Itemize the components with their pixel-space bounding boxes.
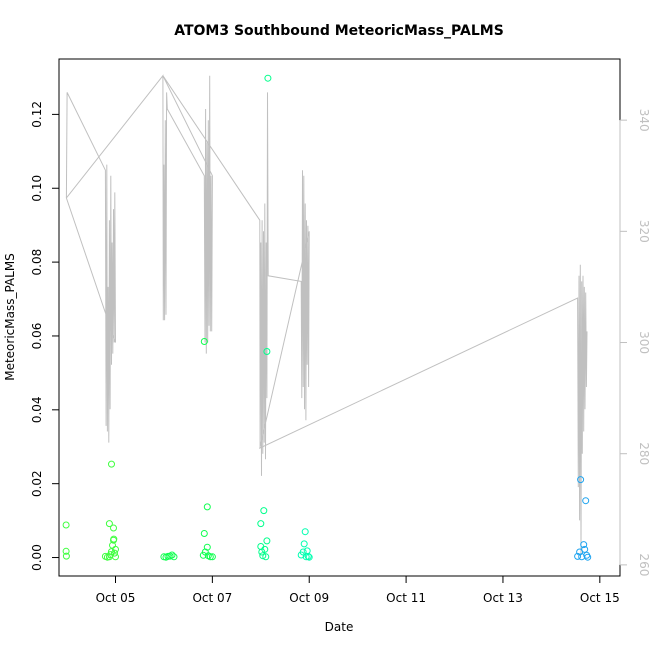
data-point	[257, 520, 265, 528]
secondary-y-tick-label: 300	[637, 331, 650, 354]
data-point	[203, 543, 211, 551]
data-point	[574, 552, 582, 560]
secondary-y-tick-label: 280	[637, 442, 650, 465]
chart-title: ATOM3 Southbound MeteoricMass_PALMS	[174, 23, 504, 39]
data-point	[580, 541, 588, 549]
data-point	[260, 507, 268, 515]
data-point	[577, 476, 585, 484]
y-tick-label: 0.00	[30, 544, 44, 571]
data-point	[584, 553, 592, 561]
x-tick-label: Oct 07	[192, 591, 232, 605]
data-point	[62, 552, 70, 560]
secondary-series-line	[65, 74, 588, 554]
data-point	[112, 545, 119, 553]
y-tick-label: 0.10	[30, 175, 44, 202]
data-point	[168, 551, 176, 559]
data-point	[262, 553, 270, 561]
data-point	[62, 521, 70, 529]
data-point	[200, 338, 208, 345]
data-point	[582, 497, 590, 505]
data-point	[200, 530, 208, 537]
data-point	[112, 553, 119, 561]
y-tick-label: 0.08	[30, 249, 44, 276]
data-point	[264, 74, 272, 82]
x-tick-label: Oct 13	[483, 591, 523, 605]
data-point	[110, 535, 118, 543]
data-point	[62, 547, 70, 555]
data-point	[208, 553, 216, 561]
y-tick-label: 0.02	[30, 470, 44, 497]
x-tick-label: Oct 09	[289, 591, 329, 605]
data-point	[303, 547, 311, 555]
y-tick-label: 0.06	[30, 323, 44, 350]
x-axis: Oct 05 Oct 07 Oct 09 Oct 11 Oct 13 Oct 15	[96, 575, 620, 605]
data-point	[305, 553, 313, 561]
x-tick-label: Oct 11	[386, 591, 426, 605]
x-tick-label: Oct 15	[580, 591, 620, 605]
secondary-y-tick-label: 340	[637, 109, 650, 132]
data-point	[206, 553, 214, 561]
data-point	[263, 348, 271, 355]
data-point	[203, 503, 211, 511]
data-point	[300, 540, 308, 548]
y-axis: 0.00 0.02 0.04 0.06 0.08 0.10 0.12	[30, 101, 60, 571]
data-point	[581, 545, 589, 553]
y-tick-label: 0.04	[30, 396, 44, 423]
data-point	[261, 545, 269, 553]
y-tick-label: 0.12	[30, 101, 44, 128]
plot-area	[62, 74, 592, 561]
data-point	[170, 553, 178, 561]
secondary-y-tick-label: 320	[637, 220, 650, 243]
secondary-y-tick-label: 260	[637, 553, 650, 576]
data-point	[105, 520, 113, 528]
x-axis-label: Date	[325, 620, 354, 634]
data-point	[108, 460, 115, 468]
x-tick-label: Oct 05	[96, 591, 136, 605]
data-point	[259, 552, 267, 560]
data-point	[301, 528, 309, 536]
data-point	[110, 524, 117, 532]
data-point	[304, 552, 312, 560]
y-axis-label: MeteoricMass_PALMS	[3, 253, 17, 381]
data-point	[111, 549, 118, 557]
secondary-y-axis: 260 280 300 320 340	[619, 109, 650, 576]
data-point	[263, 537, 271, 545]
